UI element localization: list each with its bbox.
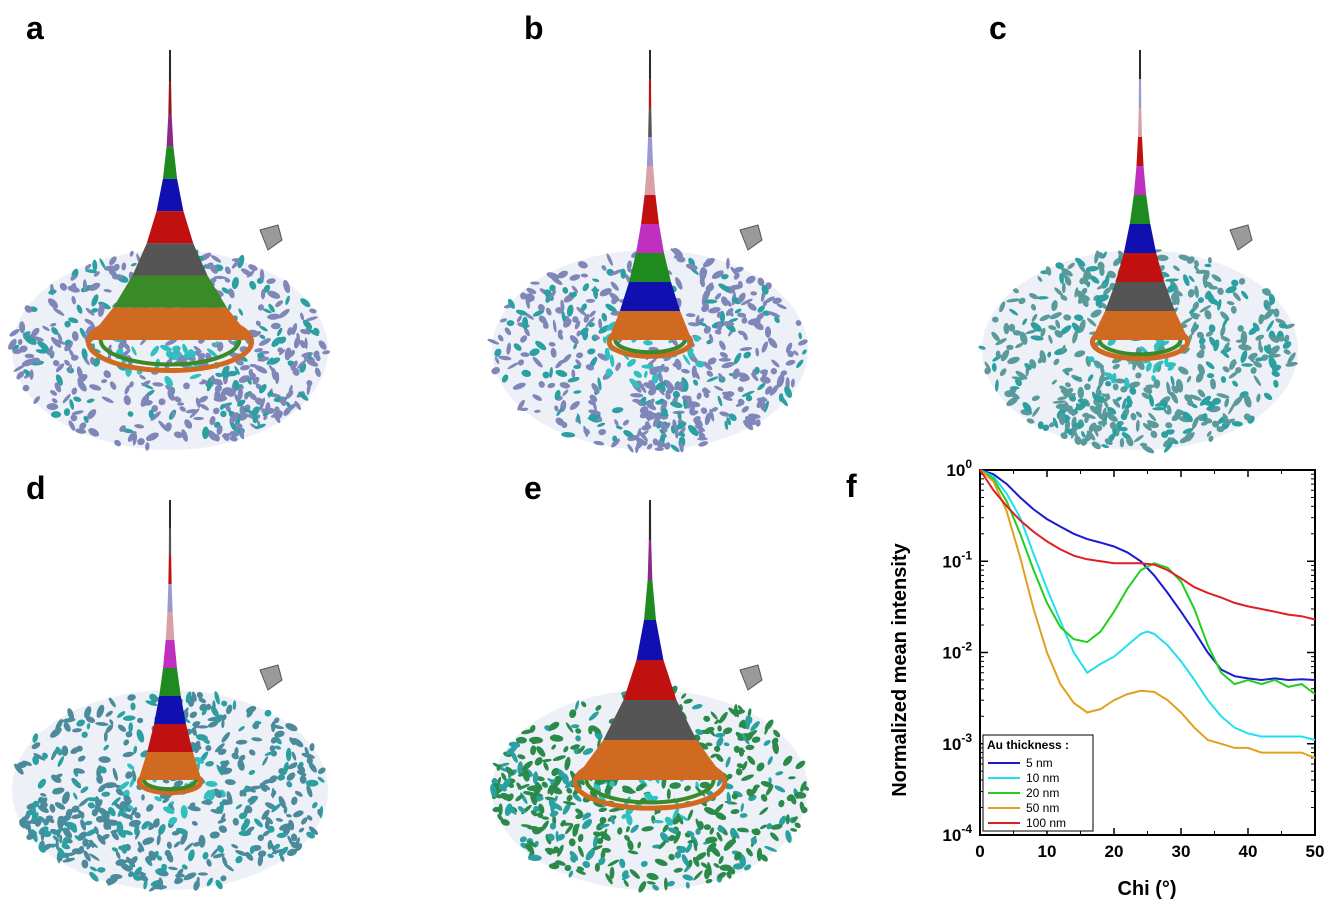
panel-label-a: a	[26, 10, 44, 46]
series-line-5-nm	[979, 469, 1316, 682]
spike-band	[648, 79, 652, 108]
spike-band	[1138, 79, 1142, 108]
spike-band	[168, 528, 172, 556]
spike-band	[1129, 195, 1151, 224]
orientation-cube-icon	[259, 224, 283, 251]
spike-band	[168, 50, 172, 83]
surface-plot-d	[12, 500, 328, 892]
surface-texture	[14, 689, 326, 892]
orientation-cube-icon	[739, 224, 763, 251]
spike-band	[168, 556, 172, 584]
surface-plot-c	[978, 50, 1298, 454]
spike-band	[163, 640, 177, 668]
spike-band	[1133, 166, 1147, 195]
y-tick-label: 10-4	[942, 822, 972, 845]
spike-band	[168, 500, 172, 528]
spike-band	[608, 311, 692, 340]
legend-entry: 20 nm	[1026, 786, 1059, 800]
spike-band	[647, 540, 653, 580]
spike-band	[167, 584, 173, 612]
spike-band	[644, 166, 656, 195]
x-tick-label: 40	[1239, 842, 1258, 861]
spike-band	[154, 696, 186, 724]
orientation-cube-icon	[739, 664, 763, 691]
spike-band	[644, 580, 656, 620]
legend-title: Au thickness :	[987, 738, 1069, 752]
spike-band	[636, 620, 664, 660]
panel-label-e: e	[524, 470, 542, 506]
x-tick-label: 0	[975, 842, 984, 861]
spike-band	[146, 211, 194, 244]
y-axis-title: Normalized mean intensity	[889, 542, 911, 796]
y-tick-label: 10-3	[942, 731, 972, 754]
spike-band	[648, 500, 652, 540]
spike-band	[87, 307, 253, 340]
spike-band	[1091, 311, 1189, 340]
surface-plot-b	[487, 50, 808, 454]
y-tick-label: 10-2	[942, 640, 972, 663]
spike-band	[132, 243, 208, 276]
legend-entry: 10 nm	[1026, 771, 1059, 785]
y-tick-label: 10-1	[942, 548, 972, 571]
spike-band	[1123, 224, 1157, 253]
spike-band	[138, 752, 202, 780]
y-tick-label: 100	[946, 457, 972, 480]
surface-plot-a	[8, 50, 331, 451]
orientation-cube-icon	[259, 664, 283, 691]
series-line-100-nm	[979, 469, 1316, 621]
x-tick-label: 10	[1038, 842, 1057, 861]
legend-entry: 5 nm	[1026, 756, 1053, 770]
series-line-10-nm	[979, 469, 1316, 741]
spike-band	[168, 82, 172, 115]
spike-band	[648, 50, 652, 79]
spike-band	[166, 114, 174, 147]
surface-texture	[978, 247, 1298, 454]
panel-label-c: c	[989, 10, 1007, 46]
surface-plot-e	[490, 500, 810, 893]
spike-band	[156, 178, 184, 212]
spike-band	[619, 282, 681, 311]
spike-band	[641, 195, 659, 224]
spike-band	[1138, 50, 1142, 79]
spike-band	[1105, 282, 1175, 311]
spike-band	[1137, 108, 1143, 137]
spike-band	[623, 660, 677, 700]
spike-band	[165, 612, 175, 640]
x-tick-label: 30	[1172, 842, 1191, 861]
chart-body: 0 10 20 30 40 50 100 10-1 10-2 10-3 10-4	[942, 457, 1324, 861]
x-tick-label: 50	[1306, 842, 1325, 861]
spike-band	[147, 724, 193, 752]
spike-band	[574, 740, 726, 780]
series-line-20-nm	[979, 469, 1316, 695]
spike-band	[603, 700, 697, 740]
spike-band	[162, 146, 178, 179]
intensity-chart: Normalized mean intensity Chi (°) 0 10 20 3…	[889, 457, 1324, 900]
spike-band	[1136, 137, 1144, 166]
spike-band	[159, 668, 181, 696]
spike-band	[646, 137, 654, 166]
panel-label-b: b	[524, 10, 544, 46]
panel-label-f: f	[846, 468, 857, 504]
spike-band	[113, 275, 227, 308]
spike-band	[1115, 253, 1165, 282]
spike-band	[635, 224, 665, 253]
panel-label-d: d	[26, 470, 46, 506]
legend-entry: 100 nm	[1026, 816, 1066, 830]
legend-entry: 50 nm	[1026, 801, 1059, 815]
orientation-cube-icon	[1229, 224, 1253, 251]
legend-box	[982, 734, 1094, 832]
x-axis-title: Chi (°)	[1117, 878, 1176, 900]
spike-band	[629, 253, 671, 282]
spike-band	[648, 108, 652, 137]
x-tick-label: 20	[1105, 842, 1124, 861]
series-line-50-nm	[979, 469, 1316, 759]
